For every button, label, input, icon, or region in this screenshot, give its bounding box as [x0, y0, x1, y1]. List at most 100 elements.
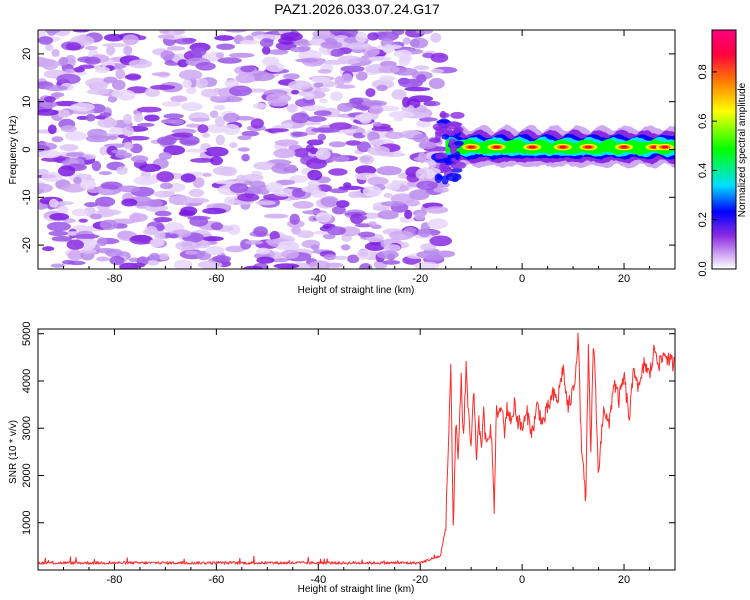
noise-blob	[274, 139, 299, 147]
snr-y-tick-label: 5000	[21, 321, 33, 345]
noise-blob	[336, 200, 350, 208]
noise-blob	[235, 73, 256, 84]
noise-blob	[320, 41, 343, 49]
noise-blob	[292, 201, 314, 209]
noise-blob	[313, 110, 332, 117]
noise-blob	[171, 132, 194, 138]
noise-blob	[367, 176, 389, 186]
noise-blob	[156, 171, 175, 183]
noise-blob	[49, 213, 70, 221]
noise-blob	[289, 213, 300, 225]
noise-blob	[201, 132, 210, 138]
noise-blob	[377, 210, 399, 220]
noise-blob	[161, 101, 182, 107]
noise-blob	[310, 244, 320, 251]
spectrogram-x-label: Height of straight line (km)	[298, 285, 415, 296]
noise-blob	[106, 45, 115, 56]
colorbar: 0.0 0.2 0.4 0.6 0.8 Normalized spectral ampl…	[697, 29, 748, 277]
noise-blob	[123, 113, 132, 125]
noise-blob	[265, 182, 283, 193]
noise-blob	[38, 36, 54, 45]
noise-blob	[362, 185, 382, 197]
noise-blob	[80, 179, 97, 190]
noise-blob	[155, 224, 165, 232]
noise-blob	[262, 46, 271, 55]
snr-y-ticks: 1000 2000 3000 4000 5000	[21, 321, 675, 535]
noise-blob	[100, 181, 123, 190]
noise-blob	[175, 240, 198, 251]
noise-blob	[265, 62, 285, 73]
noise-blob	[180, 206, 198, 216]
noise-blob	[369, 105, 384, 115]
noise-blob	[265, 93, 292, 103]
noise-blob	[205, 246, 225, 255]
noise-blob	[48, 230, 69, 236]
noise-blob	[38, 183, 54, 193]
noise-blob	[178, 69, 203, 81]
noise-blob	[160, 182, 173, 190]
noise-blob	[290, 46, 310, 53]
noise-blob	[364, 242, 386, 251]
noise-blob	[384, 131, 405, 139]
noise-blob	[430, 52, 449, 63]
noise-blob	[213, 104, 226, 111]
noise-blob	[39, 101, 58, 109]
noise-blob	[320, 196, 339, 207]
signal-hotspot-core	[584, 145, 592, 149]
noise-blob	[159, 30, 170, 34]
noise-blob	[103, 76, 118, 84]
noise-blob	[267, 49, 289, 55]
noise-blob	[373, 122, 382, 127]
noise-blob	[413, 133, 429, 143]
noise-blob	[76, 115, 89, 120]
noise-blob	[358, 231, 376, 238]
signal-onset-blob	[445, 172, 462, 182]
noise-blob	[291, 89, 300, 95]
noise-blob	[330, 48, 344, 57]
noise-blob	[355, 165, 377, 176]
noise-blob	[38, 150, 61, 159]
noise-blob	[103, 116, 115, 128]
spectrogram-x-ticks: -80 -60 -40 -20 0 20	[37, 30, 676, 285]
noise-blob	[286, 103, 298, 113]
noise-blob	[418, 141, 437, 150]
noise-blob	[170, 95, 188, 103]
noise-blob	[96, 247, 116, 254]
signal-onset-blob	[435, 131, 442, 142]
noise-blob	[224, 196, 236, 206]
noise-blob	[84, 45, 98, 51]
noise-blob	[327, 226, 346, 236]
noise-blob	[214, 35, 235, 41]
noise-blob	[158, 253, 169, 261]
noise-blob	[204, 146, 229, 157]
noise-blob	[367, 145, 390, 156]
noise-blob	[66, 239, 85, 250]
snr-x-tick-label: 20	[618, 574, 630, 586]
noise-blob	[48, 198, 59, 208]
noise-blob	[225, 245, 246, 253]
noise-blob	[182, 79, 192, 88]
snr-x-tick-label: -40	[310, 574, 326, 586]
noise-blob	[95, 66, 110, 74]
noise-blob	[256, 256, 275, 264]
noise-blob	[59, 144, 79, 152]
signal-onset-blob	[450, 161, 467, 170]
noise-blob	[117, 230, 133, 239]
noise-blob	[340, 244, 351, 251]
noise-blob	[144, 87, 160, 98]
noise-blob	[367, 32, 379, 41]
noise-blob	[229, 142, 238, 149]
noise-blob	[419, 117, 438, 122]
noise-blob	[283, 73, 300, 80]
noise-blob	[91, 160, 102, 172]
noise-blob	[402, 37, 411, 45]
noise-blob	[425, 256, 444, 261]
noise-blob	[124, 74, 141, 80]
noise-blob	[129, 213, 148, 222]
noise-blob	[334, 255, 349, 260]
noise-blob	[111, 90, 124, 98]
noise-blob	[74, 233, 100, 239]
noise-blob	[133, 113, 143, 123]
noise-blob	[192, 177, 205, 188]
colorbar-tick-label: 0.2	[697, 212, 709, 227]
